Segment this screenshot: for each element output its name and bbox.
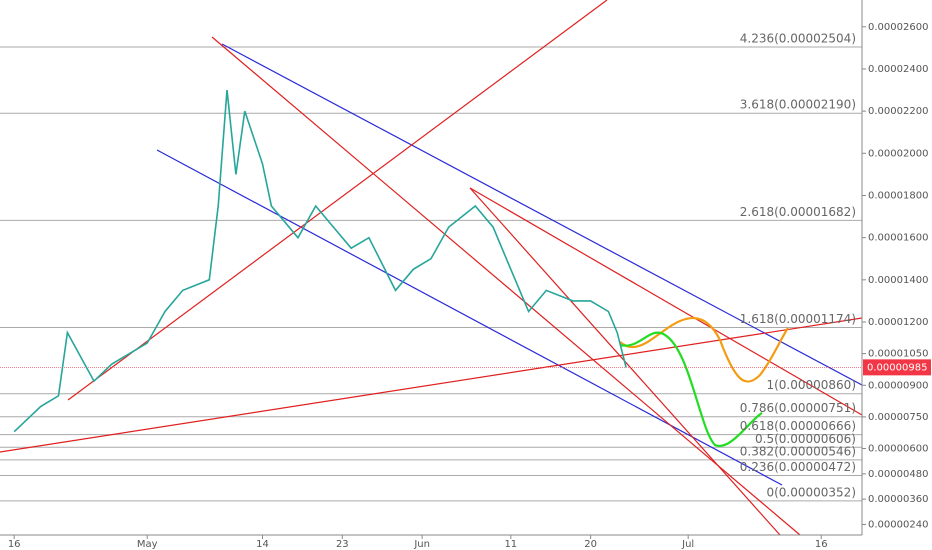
y-tick-label: 0.00000900 [868, 380, 928, 391]
y-tick-label: 0.00000480 [868, 469, 928, 480]
x-tick-label: 23 [336, 539, 349, 550]
current-price-box [863, 359, 931, 376]
fib-label: 0.618(0.00000666) [740, 419, 856, 433]
y-tick-label: 0.00000240 [868, 519, 928, 530]
x-tick-label: May [137, 539, 158, 550]
fib-label: 0.786(0.00000751) [740, 401, 856, 415]
y-tick-label: 0.00001600 [868, 233, 928, 244]
fib-label: 3.618(0.00002190) [740, 98, 856, 112]
fib-label: 2.618(0.00001682) [740, 205, 856, 219]
x-tick-label: 11 [504, 539, 517, 550]
fib-label: 4.236(0.00002504) [740, 32, 856, 46]
fib-label: 1(0.00000860) [766, 378, 856, 392]
x-tick-label: 16 [815, 539, 828, 550]
x-tick-label: 16 [8, 539, 21, 550]
y-tick-label: 0.00002400 [868, 64, 928, 75]
fib-label: 0(0.00000352) [766, 485, 856, 499]
fib-label: 0.236(0.00000472) [740, 460, 856, 474]
y-tick-label: 0.00001800 [868, 190, 928, 201]
y-tick-label: 0.00002600 [868, 22, 928, 33]
trend-line [0, 317, 863, 453]
y-tick-label: 0.00002000 [868, 148, 928, 159]
trend-line [211, 36, 801, 536]
x-tick-label: 14 [256, 539, 269, 550]
x-tick-label: Jun [413, 539, 430, 550]
projection-orange [619, 317, 789, 383]
y-tick-label: 0.00001200 [868, 317, 928, 328]
x-tick-label: Jul [681, 539, 694, 550]
y-tick-label: 0.00001050 [868, 349, 928, 360]
price-line [13, 89, 627, 433]
trend-line [67, 0, 608, 401]
y-tick-label: 0.00000600 [868, 444, 928, 455]
current-price-label: 0.00000985 [867, 362, 927, 373]
trend-line [469, 187, 863, 416]
y-tick-label: 0.00000750 [868, 412, 928, 423]
channel-line [156, 149, 783, 486]
y-tick-label: 0.00000360 [868, 494, 928, 505]
trend-lines [0, 0, 863, 536]
fib-label: 0.5(0.00000606) [755, 432, 856, 446]
y-tick-label: 0.00001400 [868, 275, 928, 286]
fib-label: 0.382(0.00000546) [740, 444, 856, 458]
fib-label: 1.618(0.00001174) [740, 312, 856, 326]
projection-green [619, 331, 763, 448]
y-tick-label: 0.00002200 [868, 106, 928, 117]
channel-line [221, 43, 863, 386]
x-tick-label: 20 [584, 539, 597, 550]
